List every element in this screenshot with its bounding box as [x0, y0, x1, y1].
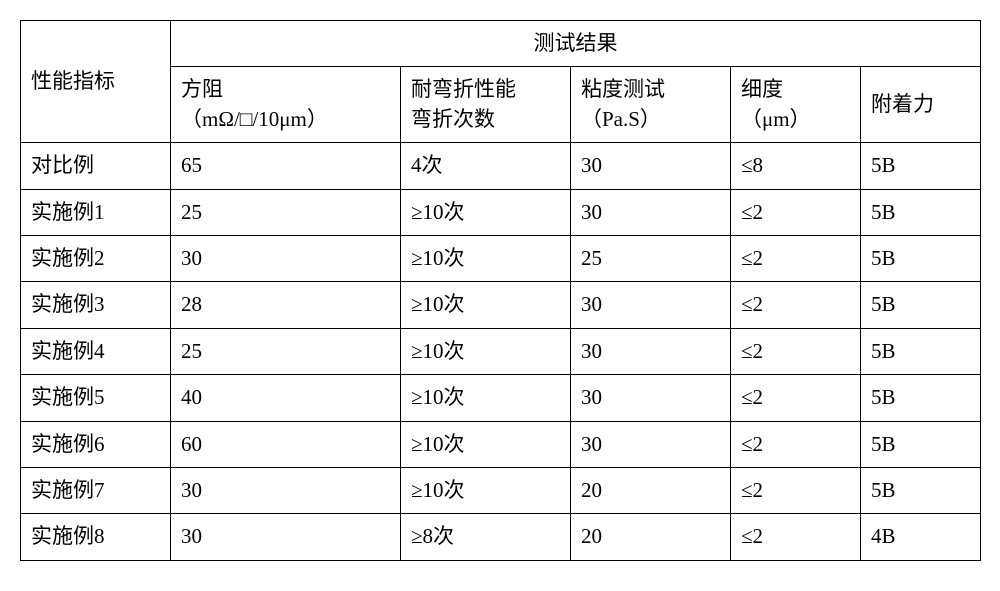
cell-bend: ≥10次 [401, 235, 571, 281]
row-label: 实施例3 [21, 282, 171, 328]
col-header-adhesion: 附着力 [861, 67, 981, 143]
cell-viscosity: 20 [571, 514, 731, 560]
row-label: 实施例5 [21, 375, 171, 421]
cell-fineness: ≤2 [731, 189, 861, 235]
col-header-fineness: 细度 （μm） [731, 67, 861, 143]
cell-fineness: ≤2 [731, 514, 861, 560]
cell-viscosity: 30 [571, 375, 731, 421]
cell-bend: ≥10次 [401, 421, 571, 467]
cell-sheet-resistance: 60 [171, 421, 401, 467]
table-row: 实施例660≥10次30≤25B [21, 421, 981, 467]
header-results: 测试结果 [171, 21, 981, 67]
cell-viscosity: 30 [571, 421, 731, 467]
cell-adhesion: 5B [861, 421, 981, 467]
cell-fineness: ≤2 [731, 235, 861, 281]
cell-sheet-resistance: 30 [171, 514, 401, 560]
cell-adhesion: 4B [861, 514, 981, 560]
col-header-line2: （μm） [741, 107, 811, 131]
cell-adhesion: 5B [861, 143, 981, 189]
col-header-line1: 细度 [741, 77, 783, 101]
cell-viscosity: 20 [571, 467, 731, 513]
cell-viscosity: 25 [571, 235, 731, 281]
cell-fineness: ≤8 [731, 143, 861, 189]
table-row: 实施例425≥10次30≤25B [21, 328, 981, 374]
cell-sheet-resistance: 30 [171, 467, 401, 513]
table-row: 实施例730≥10次20≤25B [21, 467, 981, 513]
col-header-line2: 弯折次数 [411, 107, 495, 131]
cell-bend: 4次 [401, 143, 571, 189]
col-header-bend: 耐弯折性能 弯折次数 [401, 67, 571, 143]
cell-viscosity: 30 [571, 189, 731, 235]
cell-bend: ≥10次 [401, 282, 571, 328]
header-row-1: 性能指标 测试结果 [21, 21, 981, 67]
cell-bend: ≥10次 [401, 328, 571, 374]
col-header-line2: （mΩ/□/10μm） [181, 107, 328, 131]
row-label: 实施例6 [21, 421, 171, 467]
col-header-line2: （Pa.S） [581, 107, 661, 131]
row-label: 对比例 [21, 143, 171, 189]
cell-bend: ≥10次 [401, 189, 571, 235]
header-row-label: 性能指标 [21, 21, 171, 143]
cell-adhesion: 5B [861, 328, 981, 374]
table-row: 实施例830≥8次20≤24B [21, 514, 981, 560]
cell-sheet-resistance: 25 [171, 189, 401, 235]
table-row: 实施例540≥10次30≤25B [21, 375, 981, 421]
row-label: 实施例4 [21, 328, 171, 374]
cell-adhesion: 5B [861, 189, 981, 235]
table-row: 实施例125≥10次30≤25B [21, 189, 981, 235]
cell-fineness: ≤2 [731, 282, 861, 328]
cell-bend: ≥10次 [401, 467, 571, 513]
col-header-line1: 方阻 [181, 77, 223, 101]
cell-adhesion: 5B [861, 467, 981, 513]
table-body: 对比例654次30≤85B实施例125≥10次30≤25B实施例230≥10次2… [21, 143, 981, 561]
cell-adhesion: 5B [861, 282, 981, 328]
cell-sheet-resistance: 40 [171, 375, 401, 421]
row-label: 实施例2 [21, 235, 171, 281]
row-label: 实施例8 [21, 514, 171, 560]
cell-fineness: ≤2 [731, 328, 861, 374]
cell-bend: ≥8次 [401, 514, 571, 560]
cell-viscosity: 30 [571, 143, 731, 189]
cell-viscosity: 30 [571, 328, 731, 374]
cell-adhesion: 5B [861, 235, 981, 281]
row-label: 实施例7 [21, 467, 171, 513]
cell-sheet-resistance: 25 [171, 328, 401, 374]
col-header-line1: 附着力 [871, 92, 934, 116]
cell-viscosity: 30 [571, 282, 731, 328]
cell-bend: ≥10次 [401, 375, 571, 421]
cell-fineness: ≤2 [731, 467, 861, 513]
col-header-line1: 耐弯折性能 [411, 77, 516, 101]
cell-sheet-resistance: 28 [171, 282, 401, 328]
table-row: 对比例654次30≤85B [21, 143, 981, 189]
performance-table: 性能指标 测试结果 方阻 （mΩ/□/10μm） 耐弯折性能 弯折次数 粘度测试… [20, 20, 981, 561]
cell-fineness: ≤2 [731, 421, 861, 467]
cell-sheet-resistance: 30 [171, 235, 401, 281]
col-header-line1: 粘度测试 [581, 77, 665, 101]
table-row: 实施例230≥10次25≤25B [21, 235, 981, 281]
row-label: 实施例1 [21, 189, 171, 235]
col-header-viscosity: 粘度测试 （Pa.S） [571, 67, 731, 143]
cell-sheet-resistance: 65 [171, 143, 401, 189]
col-header-sheet-resistance: 方阻 （mΩ/□/10μm） [171, 67, 401, 143]
table-row: 实施例328≥10次30≤25B [21, 282, 981, 328]
cell-adhesion: 5B [861, 375, 981, 421]
cell-fineness: ≤2 [731, 375, 861, 421]
